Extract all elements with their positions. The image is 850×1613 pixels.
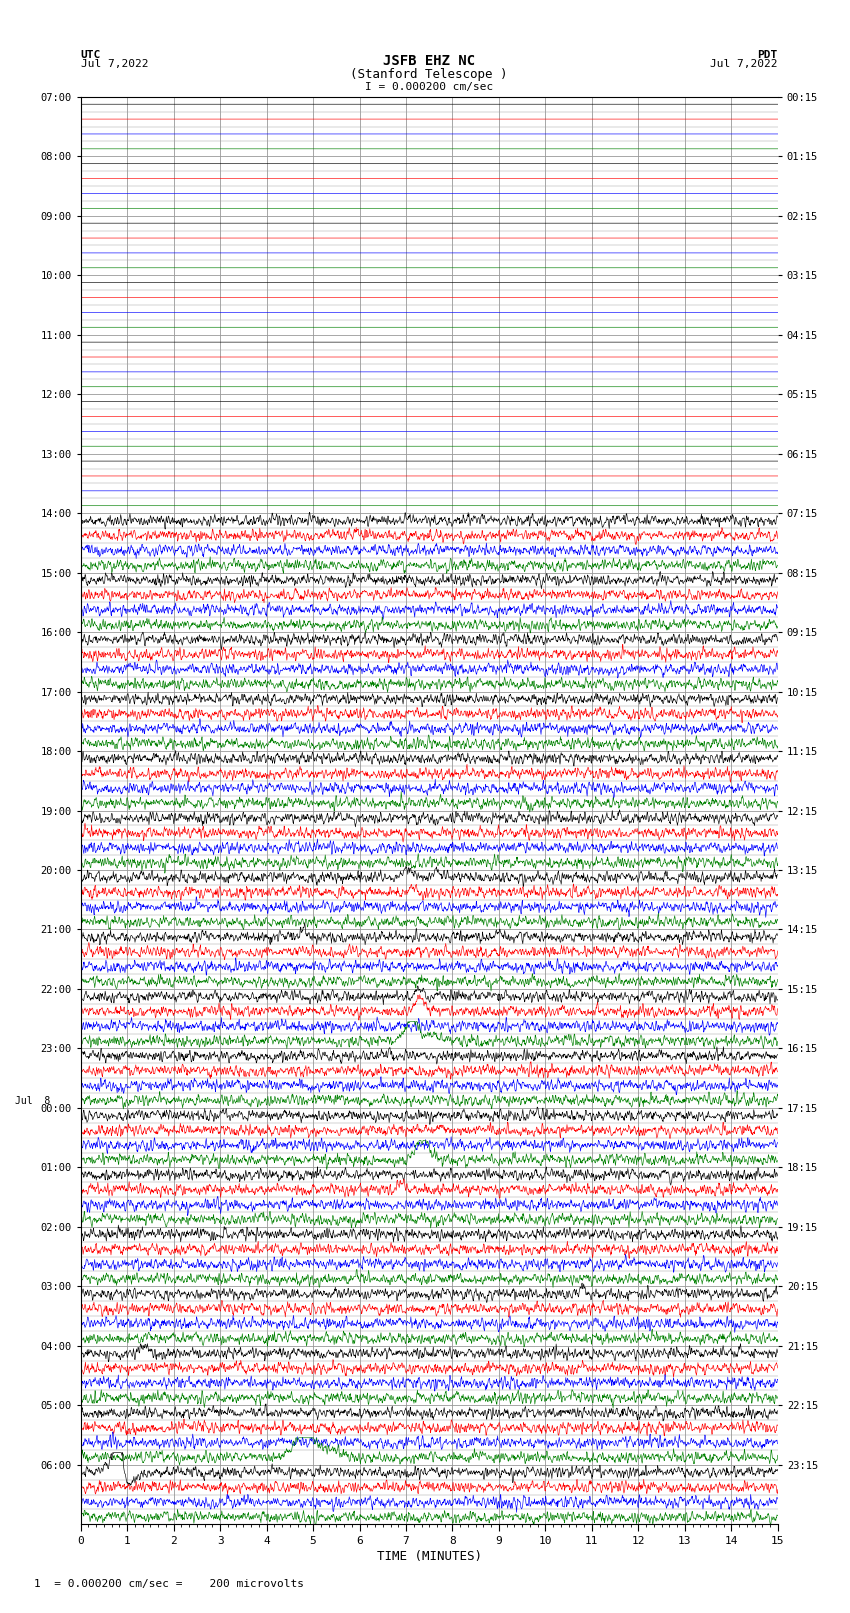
Text: Jul 7,2022: Jul 7,2022 bbox=[711, 60, 778, 69]
Text: PDT: PDT bbox=[757, 50, 778, 60]
Text: Jul  8: Jul 8 bbox=[15, 1095, 50, 1105]
Text: 1  = 0.000200 cm/sec =    200 microvolts: 1 = 0.000200 cm/sec = 200 microvolts bbox=[34, 1579, 304, 1589]
Text: UTC: UTC bbox=[81, 50, 101, 60]
Text: I = 0.000200 cm/sec: I = 0.000200 cm/sec bbox=[366, 82, 493, 92]
Text: (Stanford Telescope ): (Stanford Telescope ) bbox=[350, 68, 508, 81]
Text: JSFB EHZ NC: JSFB EHZ NC bbox=[383, 53, 475, 68]
Text: Jul 7,2022: Jul 7,2022 bbox=[81, 60, 148, 69]
X-axis label: TIME (MINUTES): TIME (MINUTES) bbox=[377, 1550, 482, 1563]
